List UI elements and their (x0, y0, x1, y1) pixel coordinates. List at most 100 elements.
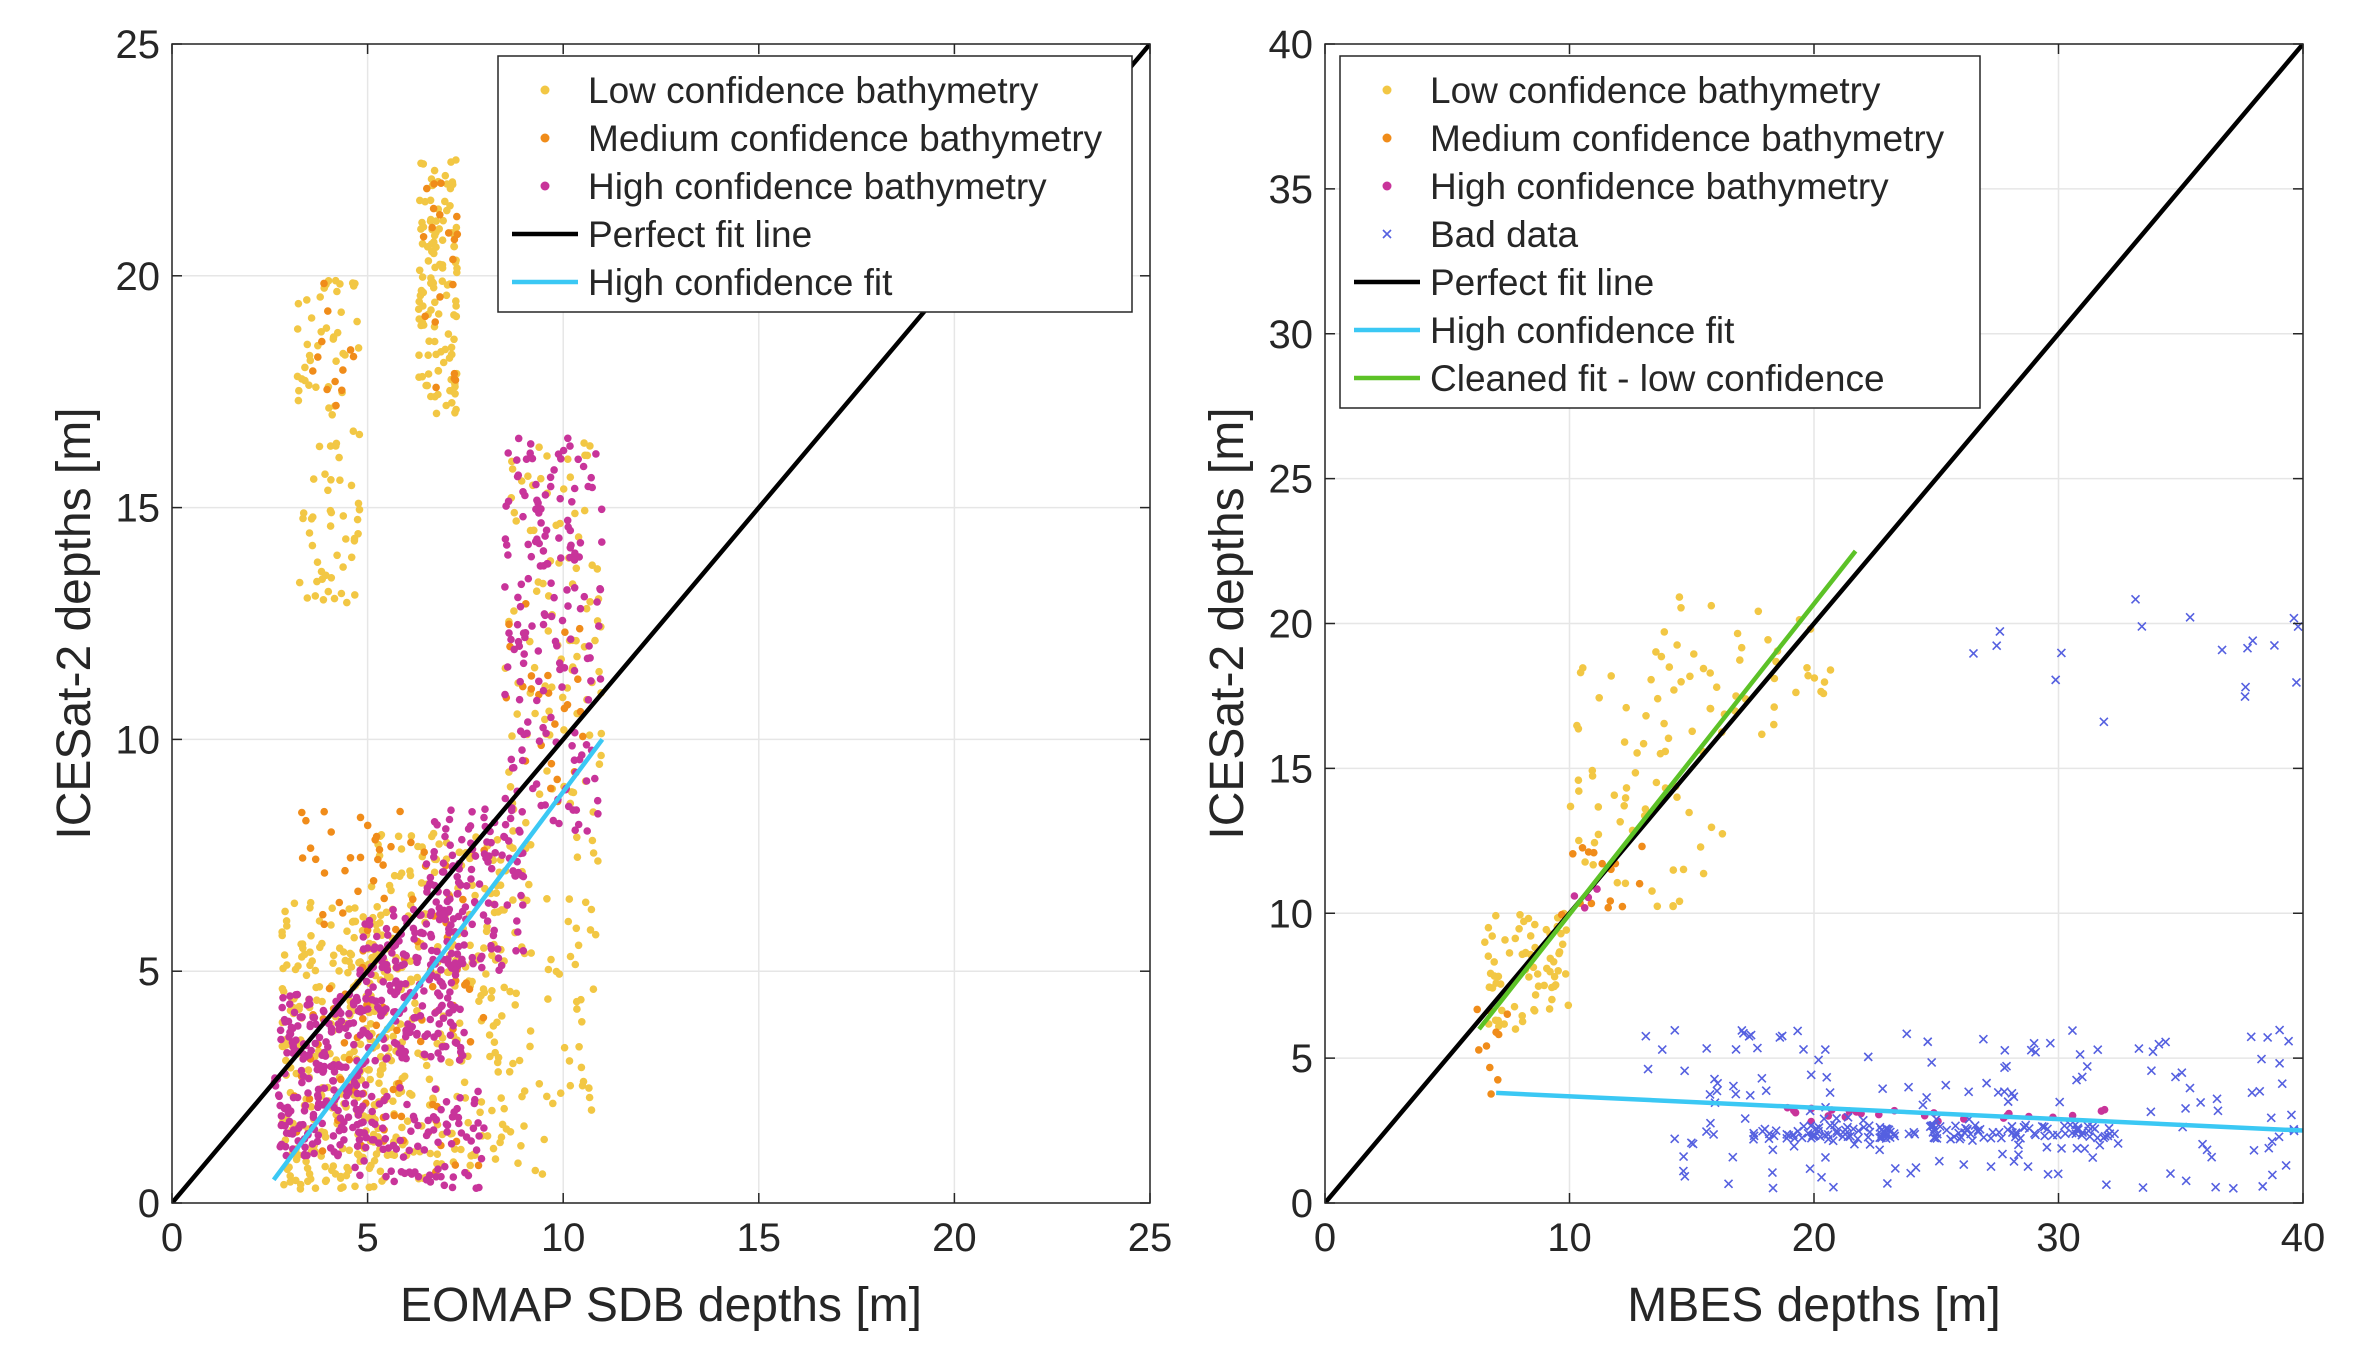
legend-label: High confidence bathymetry (1430, 166, 1889, 207)
legend-label: Cleaned fit - low confidence (1430, 358, 1885, 399)
data-point (1648, 887, 1656, 895)
data-point-cross (1709, 1074, 1720, 1084)
data-point (335, 453, 343, 462)
data-point (538, 1170, 547, 1178)
data-point (439, 1014, 448, 1022)
data-point (442, 291, 451, 300)
data-point-cross (1761, 1086, 1771, 1096)
data-point (493, 1058, 502, 1067)
data-point (448, 851, 457, 860)
data-point (280, 951, 289, 959)
data-point (330, 1068, 339, 1076)
data-point (441, 832, 449, 841)
data-point-cross (1820, 1045, 1830, 1055)
data-point (483, 1132, 492, 1140)
data-point-cross (1986, 1161, 1996, 1172)
data-point (519, 629, 528, 637)
data-point (383, 1151, 392, 1159)
data-point (293, 325, 302, 333)
data-point (372, 1150, 381, 1158)
data-point (306, 1020, 315, 1029)
data-point (373, 903, 382, 911)
data-point-cross (2170, 1072, 2181, 1082)
data-point (281, 907, 289, 916)
data-point (382, 924, 391, 933)
data-point (500, 983, 509, 992)
data-point (349, 1123, 357, 1132)
data-point (507, 806, 516, 815)
data-point (438, 979, 446, 987)
data-point (356, 1171, 364, 1180)
data-point (298, 854, 307, 862)
data-point (445, 354, 454, 362)
data-point-cross (1803, 1128, 1813, 1138)
data-point (510, 508, 519, 517)
data-point (438, 236, 447, 244)
data-point (551, 720, 559, 728)
data-point (1764, 636, 1772, 644)
data-point-cross (2212, 1094, 2222, 1104)
data-point (428, 223, 437, 232)
data-point (535, 737, 544, 745)
data-point-cross (2056, 1143, 2067, 1154)
data-point (589, 985, 598, 993)
data-point (558, 616, 567, 625)
data-point (344, 968, 352, 977)
data-point (1501, 936, 1509, 944)
data-point (426, 217, 435, 225)
data-point-cross (1959, 1160, 1969, 1170)
data-point (335, 967, 343, 975)
data-point (376, 944, 385, 952)
data-point (483, 917, 492, 925)
data-point (353, 1089, 362, 1098)
data-point (505, 620, 513, 629)
data-point (474, 1087, 482, 1096)
x-tick-label: 10 (541, 1216, 586, 1260)
data-point-cross (2071, 1075, 2082, 1085)
data-point (338, 386, 346, 395)
data-point (510, 645, 518, 654)
data-point (442, 401, 451, 410)
data-point (468, 953, 477, 962)
data-point (359, 1015, 367, 1023)
data-point (1590, 848, 1598, 857)
legend-label: Medium confidence bathymetry (1430, 118, 1945, 159)
data-point (286, 992, 294, 1000)
data-point (1518, 1017, 1527, 1026)
data-point (1669, 866, 1678, 874)
data-point (430, 868, 439, 877)
data-point (583, 451, 592, 460)
data-point (313, 558, 322, 566)
data-point (1770, 720, 1778, 729)
data-point (1707, 601, 1716, 610)
data-point (275, 1092, 283, 1101)
data-point (518, 808, 526, 816)
legend-dot-swatch (540, 133, 550, 143)
data-point (350, 1099, 359, 1107)
data-point (306, 1000, 314, 1008)
data-point (524, 718, 532, 726)
data-point (451, 959, 460, 967)
x-tick-label: 20 (1792, 1216, 1837, 1260)
data-point (594, 810, 602, 818)
data-point (560, 726, 568, 734)
data-point (294, 1151, 303, 1159)
data-point (1696, 843, 1705, 851)
data-point (294, 396, 303, 405)
data-point-cross (1955, 1134, 1965, 1144)
data-point-cross (1713, 1078, 1723, 1088)
data-point-cross (2037, 1121, 2047, 1131)
data-point (461, 981, 469, 989)
data-point (1754, 607, 1763, 616)
data-point (294, 1022, 302, 1030)
data-point (450, 335, 458, 344)
data-point (533, 696, 541, 705)
data-point (384, 931, 392, 939)
data-point (1569, 850, 1577, 858)
data-point-cross (1643, 1064, 1653, 1074)
data-point (340, 1039, 349, 1047)
data-point (561, 628, 569, 636)
data-point (441, 345, 450, 354)
data-point (535, 1080, 544, 1088)
data-point (328, 411, 337, 419)
